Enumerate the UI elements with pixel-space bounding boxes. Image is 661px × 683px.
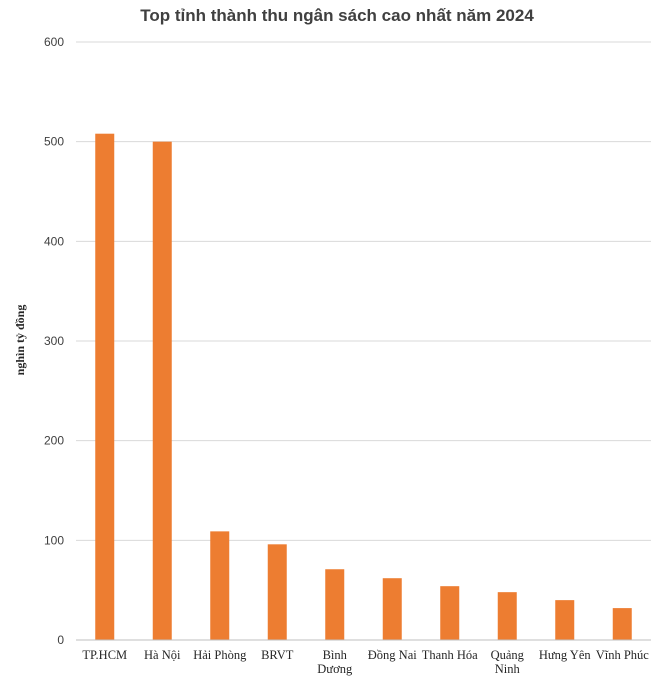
bar bbox=[382, 578, 402, 640]
y-tick-label: 200 bbox=[44, 434, 64, 448]
y-axis-ticks: 0 100 200 300 400 500 600 bbox=[44, 35, 64, 647]
x-tick-label: TP.HCM bbox=[82, 648, 127, 662]
y-tick-label: 0 bbox=[57, 633, 64, 647]
bar bbox=[267, 544, 287, 640]
bar bbox=[210, 531, 230, 640]
x-tick-label: Hải Phòng bbox=[193, 648, 247, 662]
x-tick-label: Bình Dương bbox=[317, 648, 353, 676]
y-axis-label: nghìn tỷ đồng bbox=[13, 305, 27, 376]
x-tick-label: Đồng Nai bbox=[368, 648, 417, 662]
x-tick-label: Hà Nội bbox=[144, 648, 181, 662]
bar bbox=[555, 600, 575, 640]
x-tick-label: Hưng Yên bbox=[539, 648, 592, 662]
bars bbox=[95, 133, 632, 640]
bar bbox=[612, 608, 632, 640]
x-tick-label: Vĩnh Phúc bbox=[596, 648, 650, 662]
y-tick-label: 400 bbox=[44, 234, 64, 248]
y-tick-label: 300 bbox=[44, 334, 64, 348]
bar bbox=[497, 592, 517, 640]
bar bbox=[152, 141, 172, 640]
bar bbox=[440, 586, 460, 640]
x-tick-label: Quảng Ninh bbox=[491, 648, 525, 676]
bar bbox=[95, 133, 115, 640]
x-tick-label: Thanh Hóa bbox=[422, 648, 478, 662]
bar bbox=[325, 569, 345, 640]
chart-title: Top tỉnh thành thu ngân sách cao nhất nă… bbox=[140, 6, 534, 25]
x-tick-label: BRVT bbox=[261, 648, 294, 662]
y-tick-label: 500 bbox=[44, 135, 64, 149]
gridlines bbox=[76, 41, 651, 541]
x-axis-ticks: TP.HCM Hà Nội Hải Phòng BRVT Bình Dương Đồng N… bbox=[82, 648, 649, 676]
y-tick-label: 100 bbox=[44, 533, 64, 547]
y-tick-label: 600 bbox=[44, 35, 64, 49]
